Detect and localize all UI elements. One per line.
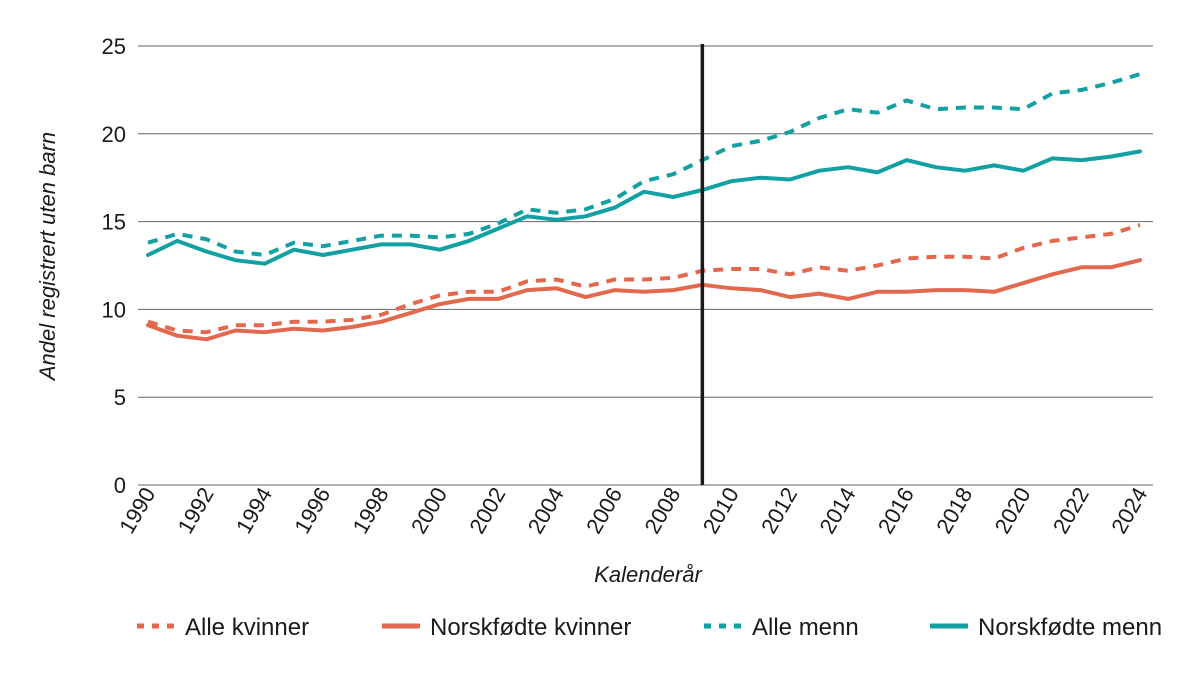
y-axis-title: Andel registrert uten barn <box>35 132 60 382</box>
series-lines <box>148 74 1140 339</box>
y-axis-ticks: 0 5 10 15 20 25 <box>102 34 126 498</box>
x-tick-label: 2020 <box>989 483 1035 538</box>
legend-label-1: Alle kvinner <box>185 614 309 641</box>
x-tick-label: 2024 <box>1106 483 1152 538</box>
y-tick-label: 0 <box>114 473 126 498</box>
x-tick-label: 2002 <box>464 483 510 538</box>
series-line-4 <box>148 151 1140 263</box>
legend: Alle kvinner Norskfødte kvinner Alle menn N… <box>137 614 1162 641</box>
x-tick-label: 1996 <box>289 483 335 538</box>
x-tick-label: 2012 <box>756 483 802 538</box>
x-tick-label: 2004 <box>523 483 569 538</box>
legend-label-2: Norskfødte kvinner <box>430 614 631 641</box>
y-tick-label: 15 <box>102 210 126 235</box>
x-tick-label: 2006 <box>581 483 627 538</box>
x-tick-label: 2016 <box>873 483 919 538</box>
legend-label-4: Norskfødte menn <box>978 614 1162 641</box>
x-tick-label: 2010 <box>698 483 744 538</box>
y-tick-label: 10 <box>102 297 126 322</box>
x-tick-label: 2018 <box>931 483 977 538</box>
line-chart: 0510152025 19901992199419961998200020022… <box>0 0 1200 678</box>
x-axis-ticks: 1990199219941996199820002002200420062008… <box>114 483 1152 538</box>
x-tick-label: 1992 <box>173 483 219 538</box>
y-tick-label: 5 <box>114 385 126 410</box>
x-axis-title: Kalenderår <box>594 562 703 587</box>
legend-label-3: Alle menn <box>752 614 859 641</box>
series-line-1 <box>148 225 1140 332</box>
x-tick-label: 2022 <box>1048 483 1094 538</box>
x-tick-label: 2000 <box>406 483 452 538</box>
y-tick-label: 25 <box>102 34 126 59</box>
x-tick-label: 1994 <box>231 483 277 538</box>
x-tick-label: 2014 <box>814 483 860 538</box>
gridlines <box>138 46 1153 485</box>
series-line-2 <box>148 260 1140 339</box>
y-tick-label: 20 <box>102 122 126 147</box>
x-tick-label: 2008 <box>639 483 685 538</box>
x-tick-label: 1998 <box>348 483 394 538</box>
